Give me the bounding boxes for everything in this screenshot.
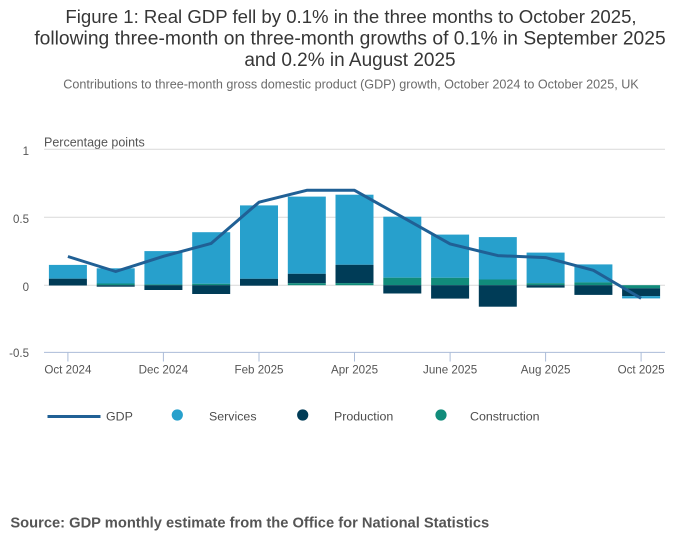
svg-text:Dec 2024: Dec 2024	[139, 364, 189, 377]
svg-text:Feb 2025: Feb 2025	[235, 364, 284, 377]
svg-text:June 2025: June 2025	[423, 364, 477, 377]
svg-text:-0.5: -0.5	[9, 348, 29, 360]
svg-text:and 0.2% in August 2025: and 0.2% in August 2025	[244, 50, 455, 71]
svg-text:Production: Production	[334, 410, 393, 424]
svg-text:0.5: 0.5	[13, 214, 29, 226]
svg-text:Aug 2025: Aug 2025	[521, 364, 571, 377]
svg-text:GDP: GDP	[106, 410, 133, 424]
svg-text:Construction: Construction	[470, 410, 540, 424]
svg-text:Source: GDP monthly estimate f: Source: GDP monthly estimate from the Of…	[10, 516, 489, 532]
svg-text:Contributions to three-month g: Contributions to three-month gross domes…	[63, 78, 639, 92]
svg-text:following three-month on three: following three-month on three-month gro…	[34, 29, 665, 50]
svg-text:Apr 2025: Apr 2025	[331, 364, 378, 377]
svg-text:1: 1	[23, 146, 29, 158]
svg-text:Oct 2024: Oct 2024	[44, 364, 92, 377]
svg-text:0: 0	[23, 282, 29, 294]
svg-text:Services: Services	[209, 410, 257, 424]
svg-text:Percentage points: Percentage points	[44, 135, 145, 149]
svg-text:Figure 1: Real GDP fell by 0.1: Figure 1: Real GDP fell by 0.1% in the t…	[65, 6, 636, 27]
svg-text:Oct 2025: Oct 2025	[618, 364, 665, 377]
